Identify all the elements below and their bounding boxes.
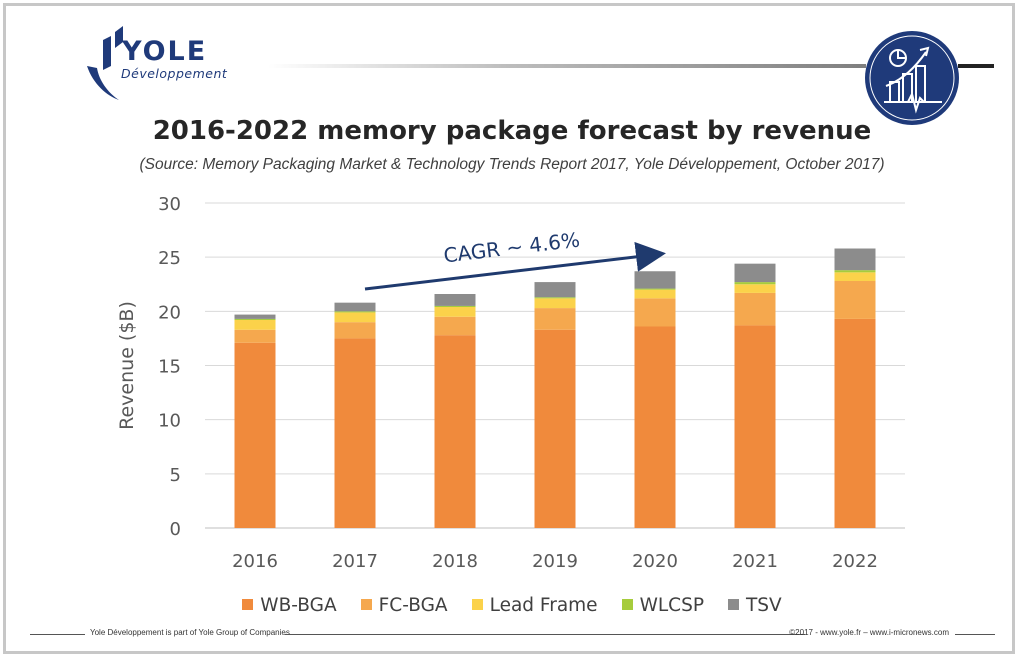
header-rule [268,64,866,68]
legend-swatch [360,598,372,610]
bar-segment [434,305,476,307]
legend-item: TSV [727,595,782,616]
bar-segment [334,322,376,339]
bar-segment [834,248,876,271]
bar-segment [734,284,776,293]
bar-segment [834,270,876,273]
bar-segment [334,302,376,312]
bar-segment [734,282,776,285]
legend-swatch [621,598,633,610]
legend-swatch [727,598,739,610]
bar-segment [534,329,576,528]
bar-segment [634,288,676,290]
bar-segment [634,289,676,299]
y-axis-label: Revenue ($B) [116,301,138,430]
x-tick-label: 2019 [532,551,578,572]
bar-segment [834,281,876,319]
legend-label: TSV [745,595,782,616]
footer-left-text: Yole Développement is part of Yole Group… [90,628,290,637]
y-tick-label: 10 [158,411,181,432]
y-tick-label: 5 [170,465,181,486]
bar-segment [734,325,776,528]
bar-segment [834,272,876,281]
bar-segment [334,338,376,528]
bar-segment [234,314,276,319]
bar-segment [734,292,776,326]
y-tick-label: 0 [170,519,181,540]
bar-segment [534,298,576,309]
bars [234,248,876,528]
legend-item: Lead Frame [471,595,598,616]
x-axis-ticks: 2016 2017 2018 2019 2020 2021 2022 [232,551,878,572]
bar-segment [234,318,276,320]
x-tick-label: 2021 [732,551,778,572]
legend-swatch [471,598,483,610]
bar-segment [534,282,576,298]
y-tick-label: 25 [158,248,181,269]
yole-logo-mark [87,26,123,100]
bar-segment [434,316,476,336]
legend-label: WB-BGA [260,595,337,616]
bar-segment [234,342,276,528]
bar-segment [534,297,576,299]
legend-label: WLCSP [639,595,704,616]
legend-item: FC-BGA [360,595,448,616]
y-tick-label: 30 [158,194,181,215]
bar-segment [634,326,676,528]
y-tick-label: 20 [158,302,181,323]
chart-title: 2016-2022 memory package forecast by rev… [152,116,872,146]
chart-subtitle: (Source: Memory Packaging Market & Techn… [139,156,885,173]
bar-segment [634,298,676,327]
bar-segment [334,311,376,313]
bar-segment [534,308,576,330]
chart-legend: WB-BGA FC-BGA Lead Frame WLCSP TSV [0,595,1024,616]
bar-segment [434,294,476,306]
chart-analytics-icon [865,31,959,125]
legend-label: FC-BGA [378,595,448,616]
bar-segment [634,271,676,289]
legend-item: WLCSP [621,595,704,616]
bar-segment [334,312,376,323]
y-tick-label: 15 [158,357,181,378]
legend-label: Lead Frame [489,595,598,616]
x-tick-label: 2016 [232,551,278,572]
x-tick-label: 2022 [832,551,878,572]
x-tick-label: 2018 [432,551,478,572]
cagr-annotation: CAGR ~ 4.6% [442,228,581,268]
bar-segment [234,320,276,330]
bar-segment [834,318,876,528]
bar-segment [434,307,476,317]
bar-segment [434,335,476,528]
cagr-arrow [364,241,666,291]
bar-segment [734,263,776,283]
x-tick-label: 2020 [632,551,678,572]
footer-rule-left [30,634,85,635]
footer-rule-middle [285,634,805,635]
header-rule-end [958,64,994,68]
logo-subtitle: Développement [121,66,228,81]
footer-rule-right [955,634,995,635]
y-axis-ticks: 0 5 10 15 20 25 30 [158,194,181,540]
legend-item: WB-BGA [242,595,337,616]
yole-logo: YOLE Développement [85,22,255,102]
legend-swatch [242,598,254,610]
bar-segment [234,329,276,343]
slide-frame [3,3,1015,654]
x-tick-label: 2017 [332,551,378,572]
footer-right-text: ©2017 - www.yole.fr – www.i-micronews.co… [789,628,949,637]
logo-wordmark: YOLE [122,36,208,67]
